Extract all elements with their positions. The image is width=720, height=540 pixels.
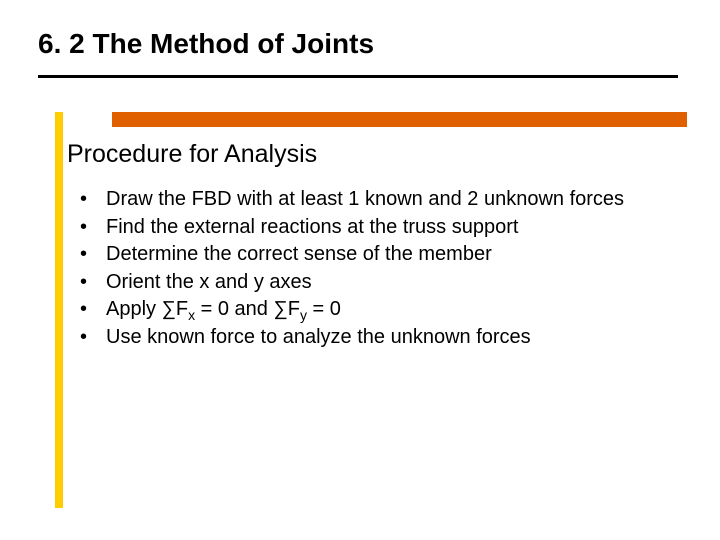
- bullet-item: •Determine the correct sense of the memb…: [78, 241, 658, 269]
- bullet-marker: •: [78, 241, 106, 269]
- bullet-item: •Find the external reactions at the trus…: [78, 214, 658, 242]
- accent-orange-bar: [112, 112, 687, 127]
- bullet-text: Find the external reactions at the truss…: [106, 214, 658, 242]
- bullet-marker: •: [78, 269, 106, 297]
- bullet-marker: •: [78, 186, 106, 214]
- bullet-text: Draw the FBD with at least 1 known and 2…: [106, 186, 658, 214]
- slide-subtitle: Procedure for Analysis: [67, 140, 317, 169]
- bullet-list: •Draw the FBD with at least 1 known and …: [78, 186, 658, 352]
- bullet-text: Orient the x and y axes: [106, 269, 658, 297]
- bullet-text: Apply ∑Fx = 0 and ∑Fy = 0: [106, 296, 658, 324]
- bullet-text: Determine the correct sense of the membe…: [106, 241, 658, 269]
- bullet-text: Use known force to analyze the unknown f…: [106, 324, 658, 352]
- bullet-item: •Draw the FBD with at least 1 known and …: [78, 186, 658, 214]
- bullet-item: •Use known force to analyze the unknown …: [78, 324, 658, 352]
- bullet-marker: •: [78, 324, 106, 352]
- bullet-marker: •: [78, 214, 106, 242]
- bullet-item: •Orient the x and y axes: [78, 269, 658, 297]
- bullet-item: •Apply ∑Fx = 0 and ∑Fy = 0: [78, 296, 658, 324]
- title-underline: [38, 75, 678, 78]
- accent-yellow-bar: [55, 112, 63, 508]
- slide-title: 6. 2 The Method of Joints: [38, 28, 374, 60]
- bullet-marker: •: [78, 296, 106, 324]
